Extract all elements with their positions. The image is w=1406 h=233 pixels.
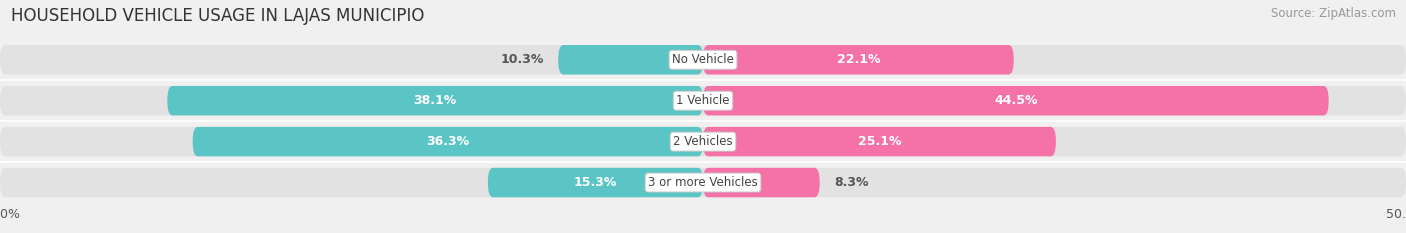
FancyBboxPatch shape	[703, 168, 820, 197]
Text: No Vehicle: No Vehicle	[672, 53, 734, 66]
FancyBboxPatch shape	[703, 86, 1329, 115]
FancyBboxPatch shape	[703, 45, 1014, 75]
FancyBboxPatch shape	[0, 127, 1406, 156]
Text: 22.1%: 22.1%	[837, 53, 880, 66]
Text: 10.3%: 10.3%	[501, 53, 544, 66]
FancyBboxPatch shape	[558, 45, 703, 75]
FancyBboxPatch shape	[193, 127, 703, 156]
Text: 1 Vehicle: 1 Vehicle	[676, 94, 730, 107]
Text: 36.3%: 36.3%	[426, 135, 470, 148]
FancyBboxPatch shape	[488, 168, 703, 197]
Text: Source: ZipAtlas.com: Source: ZipAtlas.com	[1271, 7, 1396, 20]
Text: 3 or more Vehicles: 3 or more Vehicles	[648, 176, 758, 189]
FancyBboxPatch shape	[0, 168, 1406, 197]
FancyBboxPatch shape	[703, 127, 1056, 156]
FancyBboxPatch shape	[0, 86, 1406, 115]
Text: 25.1%: 25.1%	[858, 135, 901, 148]
Text: HOUSEHOLD VEHICLE USAGE IN LAJAS MUNICIPIO: HOUSEHOLD VEHICLE USAGE IN LAJAS MUNICIP…	[11, 7, 425, 25]
FancyBboxPatch shape	[167, 86, 703, 115]
FancyBboxPatch shape	[0, 45, 1406, 75]
Text: 8.3%: 8.3%	[834, 176, 869, 189]
Text: 38.1%: 38.1%	[413, 94, 457, 107]
Text: 15.3%: 15.3%	[574, 176, 617, 189]
Text: 2 Vehicles: 2 Vehicles	[673, 135, 733, 148]
Text: 44.5%: 44.5%	[994, 94, 1038, 107]
